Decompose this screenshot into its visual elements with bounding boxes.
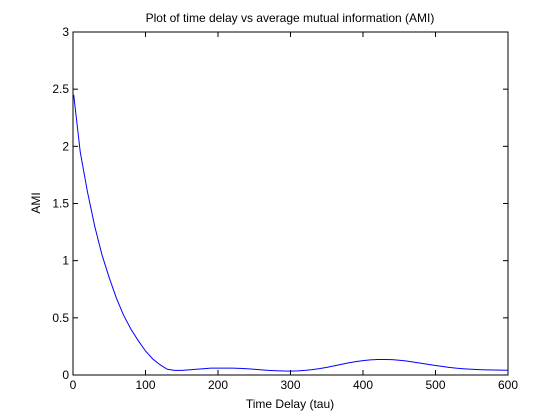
y-tick-label: 0.5: [52, 311, 69, 325]
y-tick-label: 2.5: [52, 82, 69, 96]
axes-box: [72, 31, 509, 376]
ami-series-line: [73, 94, 509, 372]
x-tick-label: 0: [70, 378, 77, 392]
y-tick-label: 1: [62, 254, 69, 268]
y-tick-label: 0: [62, 368, 69, 382]
chart-title: Plot of time delay vs average mutual inf…: [146, 11, 435, 25]
x-tick-label: 500: [425, 378, 445, 392]
plot-area: [72, 31, 509, 376]
y-tick-label: 2: [62, 139, 69, 153]
y-axis-label: AMI: [29, 192, 43, 213]
y-tick-label: 3: [62, 25, 69, 39]
series-group: [73, 94, 509, 372]
x-axis-label: Time Delay (tau): [246, 397, 334, 411]
x-tick-label: 400: [353, 378, 373, 392]
y-tick-label: 1.5: [52, 197, 69, 211]
y-axis-ticks: 0 0.5 1 1.5 2 2.5 3: [52, 25, 508, 382]
x-tick-label: 600: [498, 378, 518, 392]
x-tick-label: 100: [135, 378, 155, 392]
x-axis-ticks: 0 100 200 300 400 500 600: [70, 32, 518, 392]
x-tick-label: 200: [208, 378, 228, 392]
x-tick-label: 300: [280, 378, 300, 392]
